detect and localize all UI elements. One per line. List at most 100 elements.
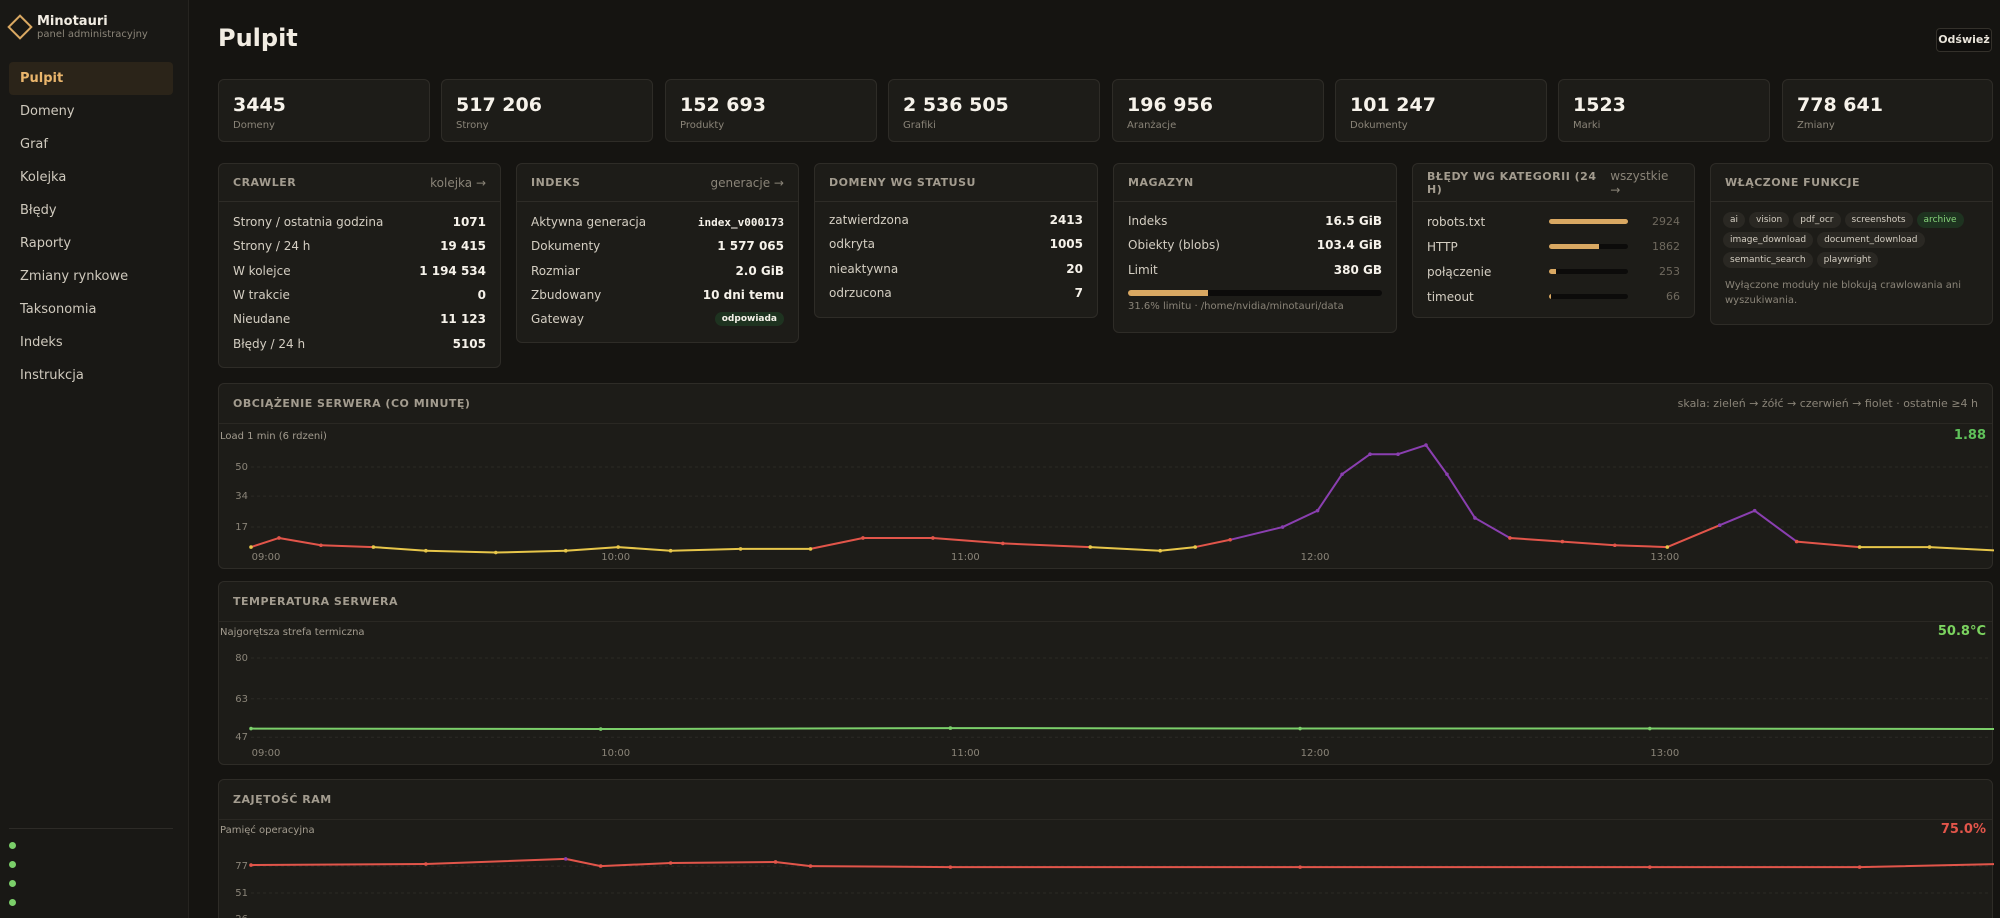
error-bar-fill — [1549, 269, 1556, 274]
series-segment — [1445, 473, 1476, 519]
data-point — [668, 861, 673, 865]
chart-current-value: 75.0% — [1940, 822, 1986, 837]
data-point — [1298, 865, 1302, 869]
stat-card-marki[interactable]: 1523 Marki — [1558, 79, 1770, 142]
stat-label: Dokumenty — [1350, 120, 1408, 131]
series-segment — [250, 863, 427, 867]
sidebar-item-domeny[interactable]: Domeny — [20, 104, 75, 119]
feature-tag-image-download: image_download — [1723, 232, 1814, 248]
error-row[interactable]: HTTP 1862 — [1427, 234, 1680, 259]
sidebar-divider — [9, 828, 173, 829]
sidebar-item-kolejka[interactable]: Kolejka — [20, 170, 67, 185]
sidebar-item-pulpit[interactable]: Pulpit — [9, 62, 173, 95]
row-label: Strony / 24 h — [233, 239, 311, 254]
series-segment — [494, 549, 567, 554]
series-segment — [809, 865, 952, 869]
sidebar-item-zmiany-rynkowe[interactable]: Zmiany rynkowe — [20, 269, 129, 284]
series-segment — [774, 860, 812, 868]
storage-note: 31.6% limitu · /home/nvidia/minotauri/da… — [1128, 300, 1344, 312]
stat-card-zmiany[interactable]: 778 641 Zmiany — [1782, 79, 1993, 142]
panel-title: INDEKS — [531, 176, 581, 189]
refresh-button[interactable]: Odśwież — [1936, 28, 1992, 52]
stat-card-aranzacje[interactable]: 196 956 Aranżacje — [1112, 79, 1324, 142]
feature-tag-ai: ai — [1723, 212, 1746, 228]
sidebar-item-indeks[interactable]: Indeks — [20, 335, 63, 350]
x-tick-label: 13:00 — [1650, 748, 1679, 759]
stat-value: 196 956 — [1127, 94, 1213, 116]
generations-link[interactable]: generacje → — [710, 175, 784, 190]
data-point — [668, 548, 673, 553]
index-panel: INDEKS generacje → Aktywna generacja inde… — [516, 163, 799, 343]
feature-tags: ai vision pdf_ocr screenshots archive image_d… — [1711, 202, 1992, 268]
feature-tag-screenshots: screenshots — [1844, 212, 1913, 228]
row-value: 2924 — [1651, 215, 1680, 228]
sidebar-item-raporty[interactable]: Raporty — [20, 236, 72, 251]
series-segment — [1928, 546, 1994, 552]
features-note: Wyłączone moduły nie blokują crawlowania… — [1725, 280, 1962, 306]
series-segment — [1397, 444, 1427, 456]
ram-chart-svg: 26 51 77 — [235, 857, 1994, 918]
stat-value: 3445 — [233, 94, 286, 116]
storage-panel: MAGAZYN Indeks 16.5 GiB Obiekty (blobs) 10… — [1113, 163, 1397, 333]
stat-card-domeny[interactable]: 3445 Domeny — [218, 79, 430, 142]
feature-tag-archive: archive — [1916, 212, 1964, 228]
all-errors-link[interactable]: wszystkie → — [1610, 168, 1669, 197]
brand[interactable]: Minotauri panel administracyjny — [7, 14, 148, 41]
sidebar: Minotauri panel administracyjny Pulpit D… — [0, 0, 189, 918]
series-segment — [1001, 542, 1092, 549]
data-point — [1445, 472, 1449, 477]
series-segment — [1508, 536, 1564, 543]
chart-subtitle: Pamięć operacyjna — [220, 825, 315, 836]
data-point — [319, 543, 323, 548]
data-point — [1088, 545, 1093, 549]
data-point — [1473, 516, 1477, 520]
error-row[interactable]: timeout 66 — [1427, 284, 1680, 309]
error-row[interactable]: robots.txt 2924 — [1427, 209, 1680, 234]
temperature-chart-svg: 47 63 80 09:00 10:00 11:00 12:00 13:00 — [235, 653, 1994, 759]
row-label: zatwierdzona — [829, 213, 909, 228]
chart-current-value: 1.88 — [1953, 428, 1986, 443]
row-label: Zbudowany — [531, 288, 602, 303]
sidebar-item-graf[interactable]: Graf — [20, 137, 48, 152]
chart-title: ZAJĘTOŚĆ RAM — [233, 793, 332, 806]
stat-card-produkty[interactable]: 152 693 Produkty — [665, 79, 877, 142]
data-point — [808, 864, 813, 868]
data-point — [424, 548, 428, 553]
row-value: 1071 — [452, 215, 486, 230]
row-value: 253 — [1658, 265, 1680, 278]
stat-value: 778 641 — [1797, 94, 1883, 116]
x-tick-label: 11:00 — [951, 748, 980, 759]
row-label: Aktywna generacja — [531, 215, 647, 230]
sidebar-item-bledy[interactable]: Błędy — [20, 203, 57, 218]
data-point — [948, 865, 953, 869]
queue-link[interactable]: kolejka → — [430, 175, 486, 190]
row-value: 2413 — [1049, 213, 1083, 228]
page-title: Pulpit — [218, 24, 298, 52]
sidebar-item-taksonomia[interactable]: Taksonomia — [20, 302, 97, 317]
data-point — [1613, 543, 1617, 548]
errors-panel: BŁĘDY WG KATEGORII (24 H) wszystkie → ro… — [1412, 163, 1695, 318]
row-label: Rozmiar — [531, 263, 580, 278]
data-point — [1193, 545, 1197, 549]
stat-card-grafiki[interactable]: 2 536 505 Grafiki — [888, 79, 1100, 142]
stat-card-dokumenty[interactable]: 101 247 Dokumenty — [1335, 79, 1547, 142]
x-tick-label: 09:00 — [252, 748, 281, 759]
error-bar-fill — [1549, 294, 1551, 299]
series-segment — [319, 544, 375, 549]
y-tick-label: 80 — [235, 653, 248, 664]
sidebar-item-instrukcja[interactable]: Instrukcja — [20, 368, 84, 383]
row-label: Obiekty (blobs) — [1128, 238, 1220, 253]
error-row[interactable]: połączenie 253 — [1427, 259, 1680, 284]
data-point — [808, 547, 813, 551]
stat-card-strony[interactable]: 517 206 Strony — [441, 79, 653, 142]
data-point — [948, 726, 953, 730]
status-dot — [9, 861, 16, 868]
series-segment — [669, 547, 742, 552]
row-value: 5105 — [452, 336, 486, 351]
data-point — [249, 863, 253, 867]
row-value: 1862 — [1651, 240, 1680, 253]
load-chart-panel: OBCIĄŻENIE SERWERA (CO MINUTĘ) skala: zi… — [218, 383, 1994, 569]
data-point — [616, 545, 620, 549]
brand-subtitle: panel administracyjny — [37, 29, 148, 40]
row-label: Dokumenty — [531, 239, 601, 254]
